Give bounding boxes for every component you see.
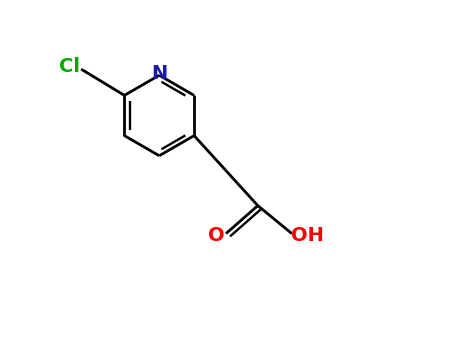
Text: O: O	[207, 226, 224, 245]
Text: Cl: Cl	[59, 57, 80, 76]
Text: N: N	[151, 64, 167, 83]
Text: OH: OH	[291, 226, 324, 245]
